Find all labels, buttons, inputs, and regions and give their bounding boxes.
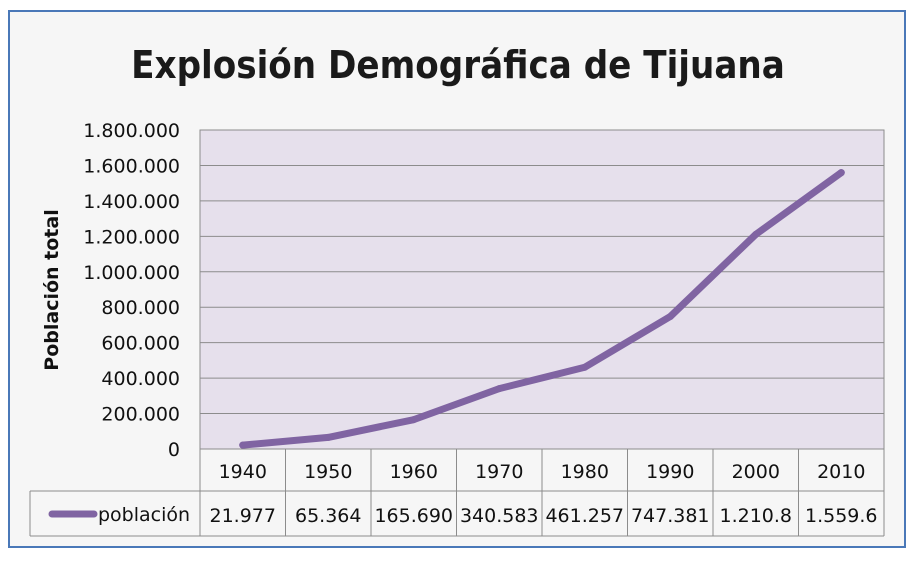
y-tick-label: 1.800.000 [83, 120, 180, 142]
table-cell-value: 461.257 [545, 505, 624, 527]
x-tick-label: 2010 [817, 461, 865, 483]
data-point [837, 169, 845, 177]
table-cell-value: 21.977 [210, 505, 276, 527]
data-point [410, 416, 418, 424]
table-cell-value: 65.364 [295, 505, 361, 527]
x-tick-label: 2000 [732, 461, 780, 483]
table-cell-value: 747.381 [631, 505, 710, 527]
y-tick-label: 200.000 [101, 404, 180, 426]
data-point [324, 433, 332, 441]
y-tick-label: 1.200.000 [83, 226, 180, 248]
y-axis-label: Población total [41, 209, 63, 370]
data-point [752, 230, 760, 238]
x-tick-label: 1990 [646, 461, 694, 483]
data-point [666, 313, 674, 321]
data-point [495, 385, 503, 393]
y-tick-label: 1.600.000 [83, 155, 180, 177]
chart-title: Explosión Demográfica de Tijuana [131, 43, 785, 87]
x-tick-label: 1970 [475, 461, 523, 483]
x-tick-label: 1960 [390, 461, 438, 483]
data-point [239, 441, 247, 449]
y-tick-label: 400.000 [101, 368, 180, 390]
table-cell-value: 1.210.8 [719, 505, 792, 527]
table-cell-value: 1.559.6 [805, 505, 878, 527]
y-tick-label: 800.000 [101, 297, 180, 319]
legend-label: población [98, 504, 190, 526]
table-cell-value: 340.583 [460, 505, 539, 527]
plot-area [200, 130, 884, 449]
table-cell-value: 165.690 [374, 505, 453, 527]
y-tick-label: 1.400.000 [83, 191, 180, 213]
y-tick-label: 1.000.000 [83, 262, 180, 284]
x-tick-label: 1980 [561, 461, 609, 483]
y-tick-label: 600.000 [101, 333, 180, 355]
x-tick-label: 1940 [219, 461, 267, 483]
y-tick-label: 0 [168, 439, 180, 461]
data-point [581, 363, 589, 371]
series-line [239, 169, 845, 449]
x-tick-label: 1950 [304, 461, 352, 483]
